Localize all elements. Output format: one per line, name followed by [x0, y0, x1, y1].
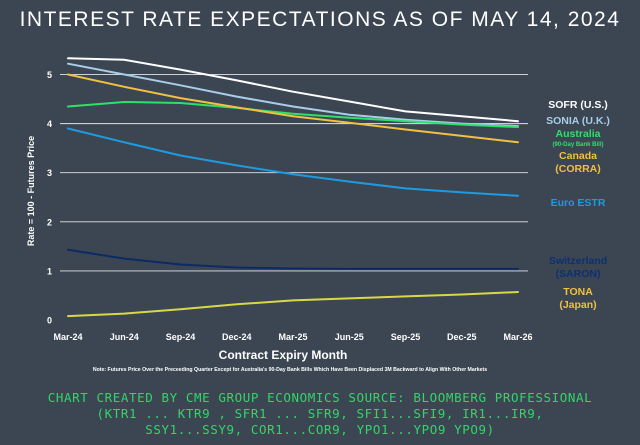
grid-layer [60, 74, 528, 272]
series-label-euro-estr-0: Euro ESTR [551, 197, 606, 209]
series-label-tona-japan-0: TONA [563, 286, 593, 298]
series-label-tona-japan-1: (Japan) [559, 299, 596, 311]
x-tick-label-dec-25: Dec-25 [447, 332, 477, 342]
chart-title: INTEREST RATE EXPECTATIONS AS OF MAY 14,… [19, 8, 621, 31]
x-tick-label-jun-25: Jun-25 [335, 332, 364, 342]
series-line-canada-corra [67, 73, 519, 144]
series-label-australia-1: (90-Day Bank Bill) [552, 142, 603, 148]
series-line-australia [67, 101, 519, 129]
series-label-switzerland-saron-0: Switzerland [549, 255, 607, 267]
y-tick-label-1: 1 [47, 266, 52, 276]
series-label-switzerland-saron-1: (SARON) [556, 268, 601, 280]
y-tick-label-0: 0 [47, 316, 52, 326]
footer-line-3: SSY1...SSY9, COR1...COR9, YPO1...YPO9 YP… [145, 422, 495, 437]
x-tick-label-sep-25: Sep-25 [391, 332, 421, 342]
x-tick-label-mar-26: Mar-26 [503, 332, 532, 342]
series-label-layer: SOFR (U.S.) SONIA (U.K.)Australia (90-Day … [546, 99, 610, 311]
footer-line-1: CHART CREATED BY CME GROUP ECONOMICS SOU… [47, 390, 593, 405]
series-label-sofr-u-s-0: SOFR (U.S.) [548, 99, 608, 111]
axis-layer: 0 1 2 3 4 5 Mar-24 Jun-24 Sep-24 Dec-24 Mar-25 Jun-… [47, 70, 533, 342]
series-label-canada-corra-0: Canada [559, 150, 597, 162]
x-tick-label-mar-24: Mar-24 [53, 332, 82, 342]
series-label-sonia-u-k-0: SONIA (U.K.) [546, 115, 610, 127]
series-line-euro-estr [67, 127, 519, 197]
series-line-tona-japan [67, 291, 519, 318]
chart-footnote: Note: Futures Price Over the Preceeding … [93, 367, 487, 373]
x-axis-label: Contract Expiry Month [219, 348, 348, 362]
series-line-sonia-u-k [67, 62, 519, 128]
x-tick-label-mar-25: Mar-25 [278, 332, 307, 342]
y-tick-label-5: 5 [47, 70, 52, 80]
series-line-switzerland-saron [67, 248, 519, 270]
x-tick-label-sep-24: Sep-24 [166, 332, 196, 342]
series-layer [67, 57, 519, 318]
series-label-canada-corra-1: (CORRA) [555, 163, 601, 175]
y-axis-label: Rate = 100 - Futures Price [26, 136, 36, 246]
y-tick-label-3: 3 [47, 168, 52, 178]
y-tick-label-2: 2 [47, 217, 52, 227]
y-tick-label-4: 4 [47, 119, 52, 129]
source-footer: CHART CREATED BY CME GROUP ECONOMICS SOU… [0, 390, 640, 438]
interest-rate-chart: 0 1 2 3 4 5 Mar-24 Jun-24 Sep-24 Dec-24 Mar-25 Jun-… [26, 57, 610, 373]
series-label-australia-0: Australia [556, 128, 601, 140]
series-line-sofr-u-s [67, 57, 519, 123]
x-tick-label-jun-24: Jun-24 [110, 332, 139, 342]
x-tick-label-dec-24: Dec-24 [222, 332, 252, 342]
footer-line-2: (KTR1 ... KTR9 , SFR1 ... SFR9, SFI1...S… [96, 406, 544, 421]
